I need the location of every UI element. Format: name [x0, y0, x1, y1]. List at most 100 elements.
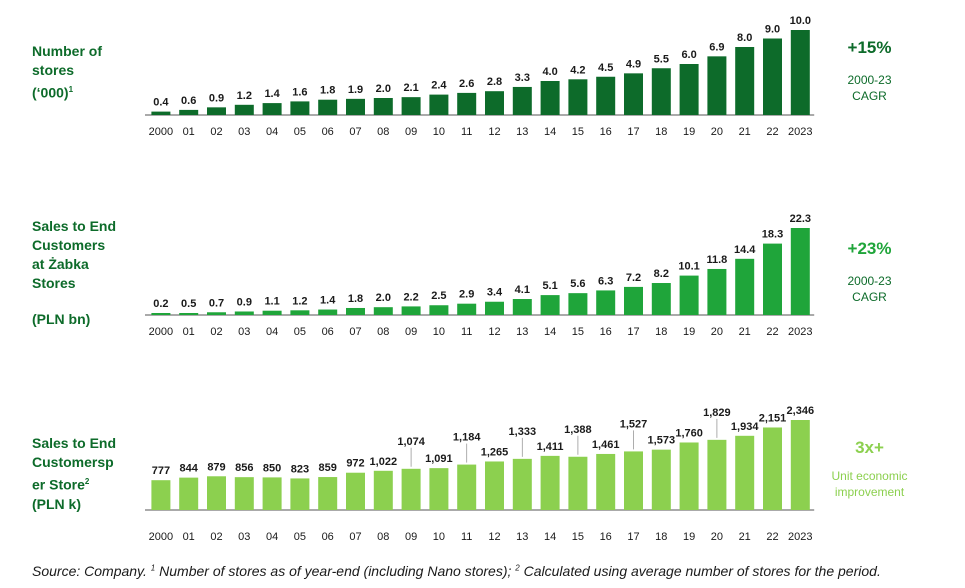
data-label: 14.4 [734, 244, 756, 256]
per-store-chart-title: Sales to End Customersp er Store2 (PLN k) [32, 435, 117, 512]
bar [179, 313, 199, 315]
bar [651, 68, 671, 115]
data-label: 6.9 [709, 41, 724, 53]
tick-label: 08 [377, 531, 389, 543]
data-label: 1.2 [237, 90, 252, 102]
data-label: 2.6 [459, 78, 474, 90]
data-label: 1,184 [453, 432, 481, 444]
bar [457, 303, 477, 315]
tick-label: 2023 [788, 531, 812, 543]
data-label: 1,074 [397, 436, 425, 448]
data-label: 2.8 [487, 76, 502, 88]
tick-label: 03 [238, 531, 250, 543]
tick-label: 15 [572, 326, 584, 338]
data-label: 0.6 [181, 95, 196, 107]
bar [679, 275, 699, 315]
bar [429, 94, 449, 115]
data-label: 0.7 [209, 297, 224, 309]
data-label: 10.1 [678, 261, 699, 273]
bar [540, 81, 560, 115]
tick-label: 19 [683, 326, 695, 338]
sales-chart-title: Sales to End Customers at Żabka Stores [32, 218, 117, 291]
bar [429, 468, 449, 510]
data-label: 5.6 [570, 278, 585, 290]
tick-label: 12 [488, 531, 500, 543]
bar [568, 293, 588, 315]
bar [179, 109, 199, 115]
tick-label: 11 [461, 531, 472, 543]
data-label: 1.2 [292, 295, 307, 307]
bar [373, 98, 393, 115]
bar [512, 299, 532, 315]
source-footnote: Source: Company. 1 Number of stores as o… [32, 563, 881, 579]
bar [651, 449, 671, 510]
tick-label: 13 [516, 326, 528, 338]
data-label: 1.8 [320, 85, 335, 97]
bar [624, 286, 643, 315]
tick-label: 04 [266, 531, 278, 543]
tick-label: 08 [377, 326, 389, 338]
tick-label: 17 [627, 126, 639, 138]
sales-cagr-note: 2000-23 CAGR [847, 274, 892, 304]
stores-chart-title: Number of stores (‘000)1 [32, 43, 102, 101]
bar [596, 76, 616, 115]
data-label: 0.9 [237, 296, 252, 308]
data-label: 1,760 [675, 427, 703, 439]
bar [151, 480, 171, 510]
data-label: 2.4 [431, 80, 447, 92]
bar [763, 38, 782, 115]
bar [346, 98, 365, 115]
tick-label: 05 [294, 531, 306, 543]
data-label: 22.3 [790, 213, 811, 225]
per-store-bar-chart: 777 2000 844 01 879 02 856 03 850 04 823 05 859 06 972… [145, 405, 815, 543]
tick-label: 22 [766, 531, 778, 543]
tick-label: 10 [433, 531, 445, 543]
bar [790, 30, 810, 115]
bar [624, 451, 643, 510]
bar [540, 295, 560, 315]
data-label: 8.0 [737, 32, 752, 44]
bar [262, 103, 282, 115]
tick-label: 2000 [149, 326, 173, 338]
stores-cagr-stat: +15% 2000-23 CAGR [822, 38, 917, 104]
bar [346, 472, 365, 510]
data-label: 7.2 [626, 272, 641, 284]
bar [568, 456, 588, 510]
bar [262, 310, 282, 315]
data-label: 972 [346, 458, 364, 470]
tick-label: 21 [739, 326, 751, 338]
tick-label: 02 [210, 531, 222, 543]
bar [512, 86, 532, 115]
bar [290, 310, 310, 315]
tick-label: 18 [655, 326, 667, 338]
bar [763, 427, 782, 510]
bar [234, 104, 254, 115]
tick-label: 21 [739, 126, 751, 138]
tick-label: 21 [739, 531, 751, 543]
bar [568, 79, 588, 115]
data-label: 4.2 [570, 64, 585, 76]
data-label: 1,333 [509, 426, 537, 438]
tick-label: 19 [683, 531, 695, 543]
data-label: 11.8 [706, 254, 727, 266]
bar [485, 461, 504, 510]
tick-label: 20 [711, 326, 723, 338]
data-label: 2.1 [403, 82, 418, 94]
data-label: 5.5 [654, 53, 669, 65]
data-label: 1,573 [648, 435, 676, 447]
sales-chart-unit: (PLN bn) [32, 311, 91, 327]
tick-label: 06 [322, 531, 334, 543]
tick-label: 19 [683, 126, 695, 138]
tick-label: 06 [322, 126, 334, 138]
bar [624, 73, 643, 115]
tick-label: 14 [544, 531, 556, 543]
tick-label: 13 [516, 531, 528, 543]
stores-bar-chart: 0.4 2000 0.6 01 0.9 02 1.2 03 1.4 04 1.6 05 1.8 06 1.9… [145, 15, 815, 138]
bar [679, 442, 699, 510]
data-label: 4.5 [598, 62, 613, 74]
data-label: 1,934 [731, 421, 759, 433]
tick-label: 16 [600, 326, 612, 338]
bar [151, 313, 171, 315]
tick-label: 12 [488, 126, 500, 138]
tick-label: 18 [655, 126, 667, 138]
